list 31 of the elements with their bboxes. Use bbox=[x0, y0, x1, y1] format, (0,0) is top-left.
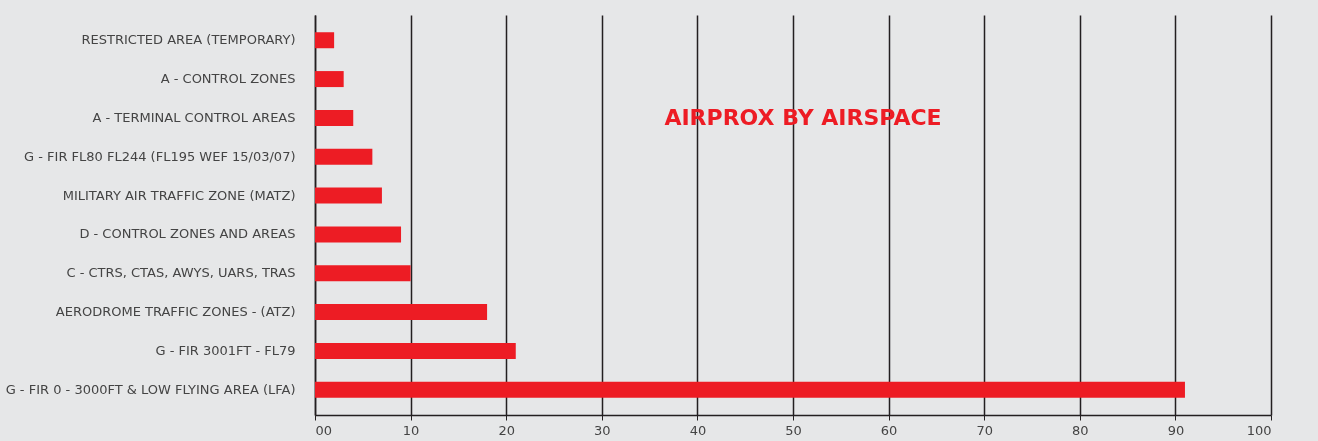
bar bbox=[315, 71, 344, 88]
bar bbox=[315, 148, 373, 165]
y-tick-label: G - FIR FL80 FL244 (FL195 WEF 15/03/07) bbox=[24, 148, 296, 164]
bar bbox=[315, 304, 488, 321]
x-tick-label: 70 bbox=[976, 422, 993, 438]
x-tick-label: 80 bbox=[1072, 422, 1089, 438]
y-tick-label: A - TERMINAL CONTROL AREAS bbox=[92, 109, 296, 125]
x-tick-label: 40 bbox=[689, 422, 707, 438]
x-tick-label: 90 bbox=[1167, 422, 1185, 438]
x-tick-label: 60 bbox=[880, 422, 898, 438]
bar bbox=[315, 32, 335, 49]
x-tick-label: 10 bbox=[402, 422, 420, 438]
bar bbox=[315, 226, 402, 243]
x-tick-label: 20 bbox=[498, 422, 515, 438]
x-tick-label: 100 bbox=[1246, 422, 1272, 438]
y-tick-label: G - FIR 3001FT - FL79 bbox=[155, 342, 296, 358]
y-tick-label: AERODROME TRAFFIC ZONES - (ATZ) bbox=[55, 304, 296, 320]
y-tick-label: A - CONTROL ZONES bbox=[160, 71, 296, 87]
x-tick-label: 30 bbox=[594, 422, 611, 438]
bar bbox=[315, 265, 411, 282]
y-tick-label: MILITARY AIR TRAFFIC ZONE (MATZ) bbox=[62, 187, 296, 203]
bar bbox=[315, 381, 1185, 398]
bar bbox=[315, 109, 354, 126]
bar bbox=[315, 342, 516, 359]
y-tick-label: RESTRICTED AREA (TEMPORARY) bbox=[81, 32, 296, 48]
y-tick-label: G - FIR 0 - 3000FT & LOW FLYING AREA (LFA) bbox=[5, 381, 296, 397]
x-tick-label: 50 bbox=[785, 422, 802, 438]
bar bbox=[315, 187, 382, 204]
y-tick-label: D - CONTROL ZONES AND AREAS bbox=[79, 226, 296, 242]
x-tick-label: 00 bbox=[315, 422, 333, 438]
y-tick-label: C - CTRS, CTAS, AWYS, UARS, TRAS bbox=[66, 265, 296, 281]
